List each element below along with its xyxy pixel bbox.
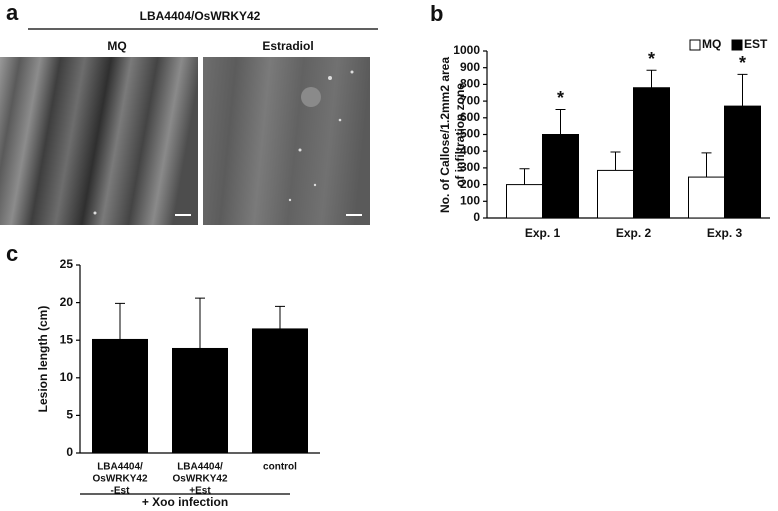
bar: [92, 338, 148, 454]
panel-title: LBA4404/OsWRKY42: [140, 9, 261, 23]
y-axis-label: No. of Callose/1.2mm2 area: [438, 57, 452, 213]
image-label: MQ: [107, 39, 126, 53]
y-tick-label: 20: [60, 295, 74, 309]
x-tick-label: Exp. 3: [707, 226, 743, 240]
y-tick-label: 300: [460, 160, 480, 174]
panel-label: b: [430, 1, 443, 26]
error-bar: [519, 168, 530, 185]
micrograph: [0, 57, 198, 225]
legend-swatch: [731, 39, 743, 51]
y-tick-label: 900: [460, 60, 480, 74]
panel-label: a: [6, 0, 19, 25]
micrograph-spot: [301, 87, 321, 107]
x-tick-label: -Est: [111, 486, 131, 497]
legend-label: EST: [744, 37, 768, 51]
y-tick-label: 5: [66, 408, 73, 422]
bar: [542, 134, 579, 219]
error-bar: [737, 73, 748, 107]
bar: [724, 105, 761, 219]
x-tick-label: control: [263, 462, 297, 473]
y-tick-label: 0: [66, 445, 73, 459]
y-tick-label: 100: [460, 193, 480, 207]
bar: [252, 328, 308, 454]
error-bar: [275, 305, 285, 329]
y-tick-label: 600: [460, 110, 480, 124]
error-bar: [195, 297, 205, 349]
x-tick-label: OsWRKY42: [92, 474, 147, 485]
panel-label: c: [6, 241, 18, 266]
bar: [597, 169, 634, 219]
micrograph-specks: [93, 70, 354, 215]
image-label: Estradiol: [262, 39, 313, 53]
y-tick-label: 0: [473, 210, 480, 224]
x-tick-label: LBA4404/: [97, 462, 143, 473]
y-tick-label: 1000: [453, 43, 480, 57]
micrograph: [203, 57, 370, 225]
legend-label: MQ: [702, 37, 721, 51]
y-tick-label: 10: [60, 370, 74, 384]
significance: *: [557, 88, 564, 108]
y-tick-label: 200: [460, 177, 480, 191]
bar: [633, 87, 670, 219]
significance: *: [648, 49, 655, 69]
bar: [506, 184, 543, 219]
y-tick-label: 25: [60, 257, 74, 271]
y-tick-label: 700: [460, 93, 480, 107]
x-tick-label: OsWRKY42: [172, 474, 227, 485]
error-bar: [555, 108, 566, 135]
y-axis-label: of infiltration zone: [453, 83, 467, 187]
x-tick-label: LBA4404/: [177, 462, 223, 473]
error-bar: [115, 302, 125, 340]
error-bar: [610, 151, 621, 171]
x-axis-label: + Xoo infection: [142, 495, 228, 509]
bar: [688, 176, 725, 219]
x-tick-label: Exp. 2: [616, 226, 652, 240]
y-tick-label: 400: [460, 143, 480, 157]
error-bar: [646, 69, 657, 88]
significance: *: [739, 53, 746, 73]
legend-swatch: [689, 39, 701, 51]
bar: [172, 347, 228, 454]
error-bar: [701, 152, 712, 178]
y-tick-label: 15: [60, 332, 74, 346]
y-tick-label: 800: [460, 77, 480, 91]
y-axis-label: Lesion length (cm): [36, 306, 50, 413]
x-tick-label: +Est: [189, 486, 211, 497]
x-tick-label: Exp. 1: [525, 226, 561, 240]
y-tick-label: 500: [460, 127, 480, 141]
